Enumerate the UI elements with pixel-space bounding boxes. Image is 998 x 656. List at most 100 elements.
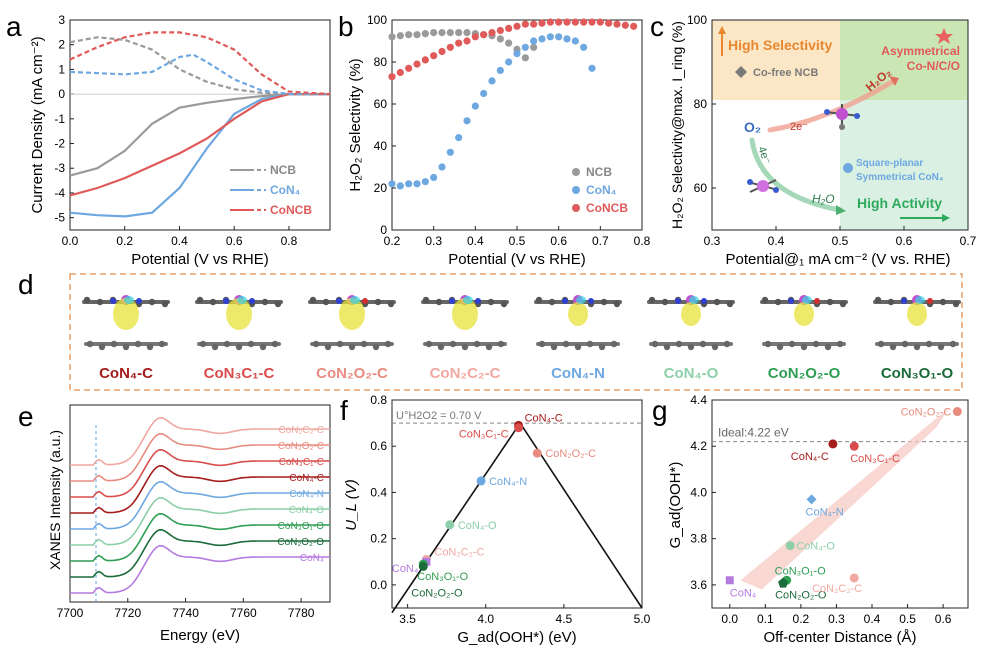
d-top-atom (939, 298, 947, 306)
f-xtick-label: 4.0 (477, 612, 494, 626)
c-mol-bot-n1 (747, 179, 753, 185)
d-bottom-atom (764, 340, 772, 348)
b-point-con4 (521, 43, 529, 51)
panel-a-legend: NCB CoN₄ CoNCB (230, 163, 312, 217)
panel-g-label: g (652, 395, 668, 426)
c-bg-both (840, 20, 968, 100)
g-point (785, 541, 795, 551)
d-top-atom (887, 298, 895, 306)
g-point-label: CoN₄-O (796, 541, 835, 553)
f-ytick-label: 0.2 (370, 532, 387, 546)
d-top-atom (661, 298, 669, 306)
c-bg-selectivity (712, 20, 840, 100)
d-n-atom (110, 298, 116, 304)
panel-c-ylabel: H₂O₂ Selectivity@max. I_ring (%) (669, 21, 685, 229)
panel-f-axes (391, 399, 643, 609)
b-point-con4 (471, 102, 479, 110)
c-mol-top-co (836, 108, 848, 120)
d-bottom-atom (550, 343, 558, 351)
b-ytick-label: 60 (374, 97, 388, 111)
d-top-atom (774, 298, 782, 306)
b-point-con4 (430, 173, 438, 182)
d-bottom-atom (824, 343, 832, 351)
d-structure-label: CoN₂O₂-O (768, 365, 841, 382)
e-series-label: CoN₂O₂-C (278, 441, 324, 452)
d-bottom-atom (122, 343, 130, 351)
b-point-con4 (488, 77, 496, 85)
f-ytick-label: 0.0 (370, 578, 387, 592)
b-point-concb (588, 18, 596, 26)
g-point (849, 441, 859, 451)
f-point-label: CoN₃C₁-C (459, 429, 509, 441)
d-top-atom (387, 300, 395, 308)
e-xtick-label: 7720 (114, 606, 141, 620)
d-charge-cyan (802, 296, 812, 304)
g-point (778, 577, 789, 588)
d-bottom-atom (610, 340, 618, 348)
panel-a: a 0.0 0.2 0.4 0.6 0.8 -5 -4 -3 -2 -1 0 1 2 3 Potentia… (6, 11, 331, 268)
d-structure (308, 295, 396, 351)
panel-d-structures: CoN₄-C CoN₃C₁-C CoN₂O₂-C CoN₂C₂-C CoN₄-N CoN₄… (82, 295, 961, 382)
d-bottom-atom (235, 343, 243, 351)
e-xtick-label: 7780 (288, 606, 315, 620)
b-point-ncb (405, 31, 413, 39)
d-bottom-atom (776, 343, 784, 351)
d-top-atom (713, 298, 721, 306)
g-xtick-label: 0.6 (935, 612, 952, 626)
f-ref-label: U°H2O2 = 0.70 V (396, 410, 482, 422)
d-charge-blob (339, 298, 365, 330)
d-structure (873, 295, 961, 351)
f-point-label: CoN₄-O (458, 520, 497, 532)
d-structure-label: CoN₂C₂-C (430, 365, 501, 382)
d-bottom-atom (675, 340, 683, 348)
c-high-activity: High Activity (857, 195, 942, 211)
c-ytick-label: 60 (694, 181, 708, 195)
b-point-concb (538, 19, 546, 27)
b-point-con4 (530, 37, 538, 45)
d-charge-cyan (237, 296, 247, 304)
g-point (849, 573, 859, 583)
b-point-con4 (588, 64, 596, 72)
e-spectrum (70, 496, 330, 546)
c-mol-top-n2 (854, 113, 860, 119)
d-n-atom (449, 298, 455, 304)
a-xtick-label: 0.6 (226, 234, 243, 248)
d-hetero-atom (249, 298, 255, 304)
d-charge-blob (226, 298, 252, 330)
b-point-con4 (505, 58, 513, 66)
g-xtick-label: 0.4 (864, 612, 881, 626)
d-top-atom (487, 298, 495, 306)
b-point-ncb (455, 28, 463, 37)
g-ytick-label: 3.6 (690, 578, 707, 592)
f-point-label: CoN₂O₂-O (411, 587, 463, 599)
f-xtick-label: 3.5 (399, 612, 416, 626)
d-charge-cyan (915, 296, 925, 304)
f-volcano-line (391, 421, 643, 614)
panel-f-ylabel: U_L (V) (343, 479, 360, 530)
b-point-concb (555, 18, 563, 26)
f-point (418, 561, 428, 571)
f-xtick-label: 5.0 (634, 612, 651, 626)
c-xtick-label: 0.4 (768, 234, 785, 248)
panel-d-label: d (18, 269, 34, 300)
panel-a-plot: 0.0 0.2 0.4 0.6 0.8 -5 -4 -3 -2 -1 0 1 2 3 (54, 13, 331, 248)
d-structure-label: CoN₃C₁-C (204, 365, 275, 382)
b-point-con4 (571, 37, 579, 45)
f-ytick-label: 0.8 (370, 393, 387, 407)
d-structure-label: CoN₄-C (99, 365, 153, 382)
b-point-concb (421, 56, 429, 64)
panel-a-ylabel: Current Density (mA cm⁻²) (29, 36, 46, 213)
b-point-ncb (413, 31, 421, 39)
d-bottom-atom (211, 343, 219, 351)
b-point-con4 (496, 66, 504, 74)
d-n-atom (336, 298, 342, 304)
d-structure-label: CoN₂O₂-C (316, 365, 388, 382)
b-ytick-label: 0 (380, 223, 387, 237)
d-bottom-atom (836, 340, 844, 348)
c-high-selectivity: High Selectivity (728, 37, 832, 53)
panel-e-xlabel: Energy (eV) (160, 627, 240, 644)
b-ytick-label: 20 (374, 181, 388, 195)
c-xtick-label: 0.6 (896, 234, 913, 248)
e-series-label: CoN₃C₁-C (279, 457, 324, 468)
b-point-con4 (513, 50, 521, 58)
